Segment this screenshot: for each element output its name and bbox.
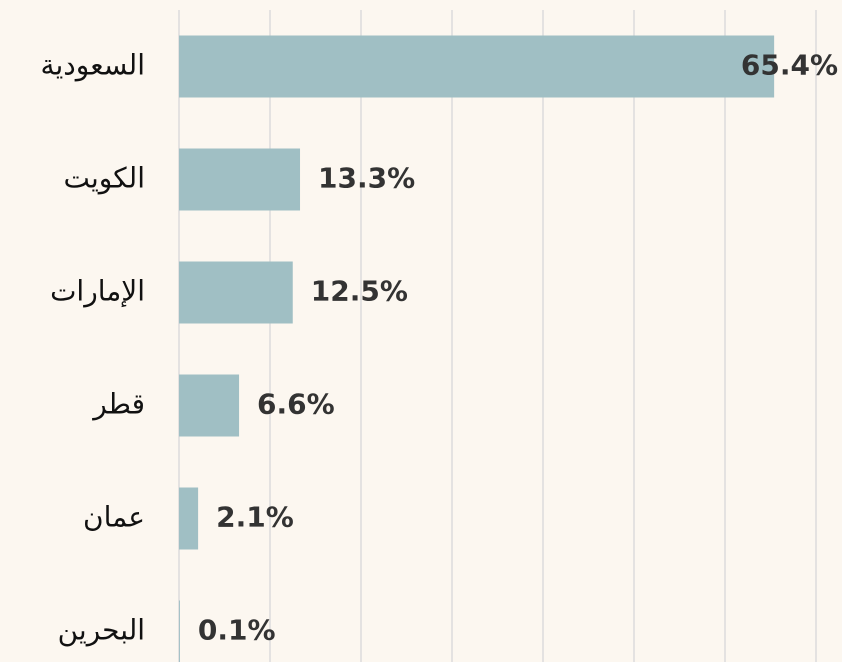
value-label: 0.1% (198, 614, 276, 647)
category-label: عمان (83, 501, 145, 534)
category-label: البحرين (58, 614, 145, 647)
value-label: 12.5% (311, 275, 408, 308)
bar (179, 600, 180, 662)
bar (179, 148, 301, 211)
value-label: 13.3% (318, 162, 415, 195)
value-label: 6.6% (257, 388, 335, 421)
bar (179, 374, 240, 437)
value-label: 65.4% (741, 49, 838, 82)
bar (179, 35, 775, 98)
category-label: الإمارات (50, 275, 145, 308)
category-label: السعودية (40, 49, 145, 82)
bar (179, 261, 293, 324)
category-label: الكويت (63, 162, 145, 195)
value-label: 2.1% (216, 501, 294, 534)
bar (179, 487, 199, 550)
category-label: قطر (91, 388, 145, 421)
